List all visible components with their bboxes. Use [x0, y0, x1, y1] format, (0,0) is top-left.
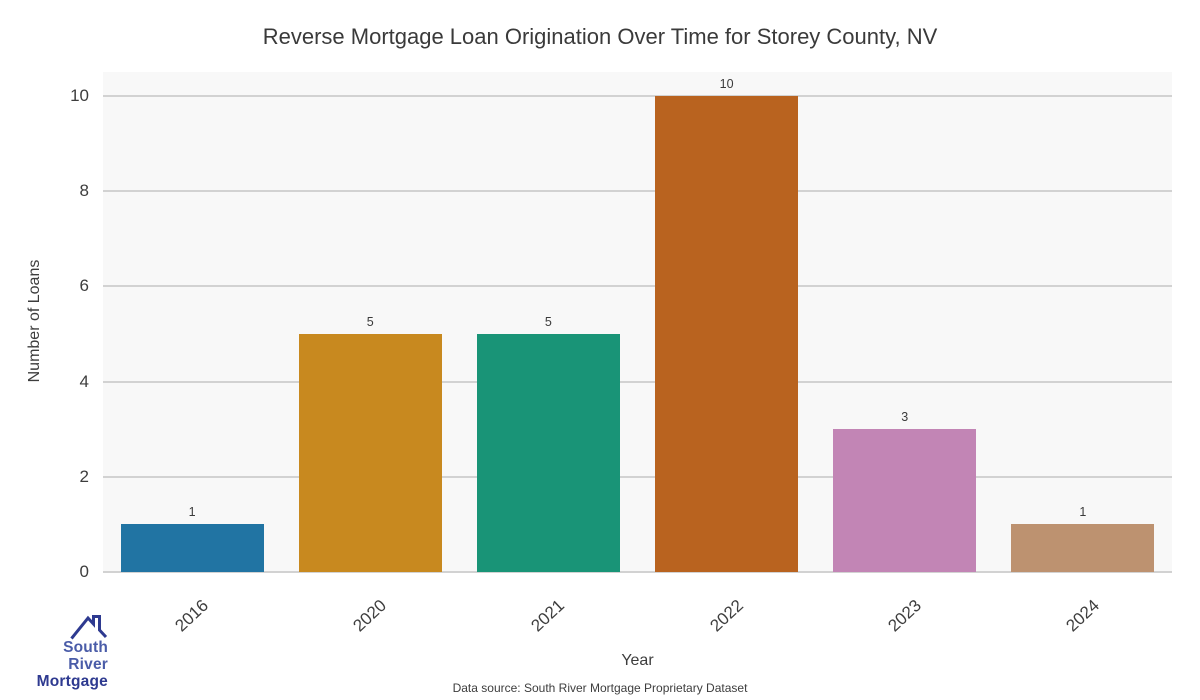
logo-text-mortgage: Mortgage [36, 673, 108, 690]
bar-2023 [833, 429, 977, 572]
x-tick-label-2022: 2022 [706, 596, 765, 636]
y-tick-label: 8 [79, 181, 89, 201]
gridline-y-4 [103, 380, 1172, 383]
bar-2022 [655, 95, 799, 572]
bar-2024 [1011, 524, 1155, 572]
bar-2020 [298, 333, 442, 572]
x-tick-label-2021: 2021 [528, 596, 586, 636]
x-axis: 2016 2020 2021 2022 2023 2024 [103, 572, 1172, 650]
bar-2016 [120, 524, 264, 572]
y-tick-label: 2 [79, 466, 89, 486]
x-tick-label-text: 2022 [705, 595, 747, 636]
bar-2021 [476, 333, 620, 572]
y-tick-label: 6 [79, 276, 89, 296]
gridline-y-0 [103, 571, 1172, 573]
y-tick-label: 0 [79, 562, 89, 581]
x-tick-label-text: 2016 [171, 595, 213, 636]
y-tick-label: 10 [70, 85, 89, 105]
bar-value-label-2016: 1 [188, 505, 196, 520]
data-source-note: Data source: South River Mortgage Propri… [452, 681, 748, 695]
x-tick-label-2016: 2016 [171, 596, 230, 636]
plot-area: 1 5 5 10 3 1 [103, 72, 1172, 573]
x-axis-title: Year [621, 652, 654, 669]
house-roof-icon [70, 615, 108, 640]
bar-value-label-2020: 5 [366, 314, 374, 329]
bar-value-label-2022: 10 [719, 76, 734, 91]
x-tick-label-2024: 2024 [1062, 596, 1121, 636]
chart-title: Reverse Mortgage Loan Origination Over T… [262, 24, 938, 49]
y-tick-label: 4 [79, 371, 89, 391]
south-river-mortgage-logo: South River Mortgage [20, 613, 108, 691]
bar-value-label-2021: 5 [544, 314, 552, 329]
x-tick-label-2023: 2023 [884, 596, 943, 636]
x-tick-label-text: 2024 [1062, 595, 1103, 636]
x-tick-label-2020: 2020 [350, 596, 408, 636]
gridline-y-2 [103, 475, 1172, 478]
gridline-y-10 [103, 94, 1172, 97]
gridline-y-8 [103, 190, 1172, 193]
logo-text-south-river: South River [63, 639, 108, 673]
bar-value-label-2023: 3 [901, 410, 909, 425]
y-axis: 0 2 4 6 8 10 [0, 72, 99, 581]
x-tick-label-text: 2023 [884, 595, 925, 636]
gridline-y-6 [103, 285, 1172, 288]
x-tick-label-text: 2021 [527, 595, 569, 636]
bar-value-label-2024: 1 [1079, 505, 1087, 520]
x-tick-label-text: 2020 [349, 595, 391, 636]
